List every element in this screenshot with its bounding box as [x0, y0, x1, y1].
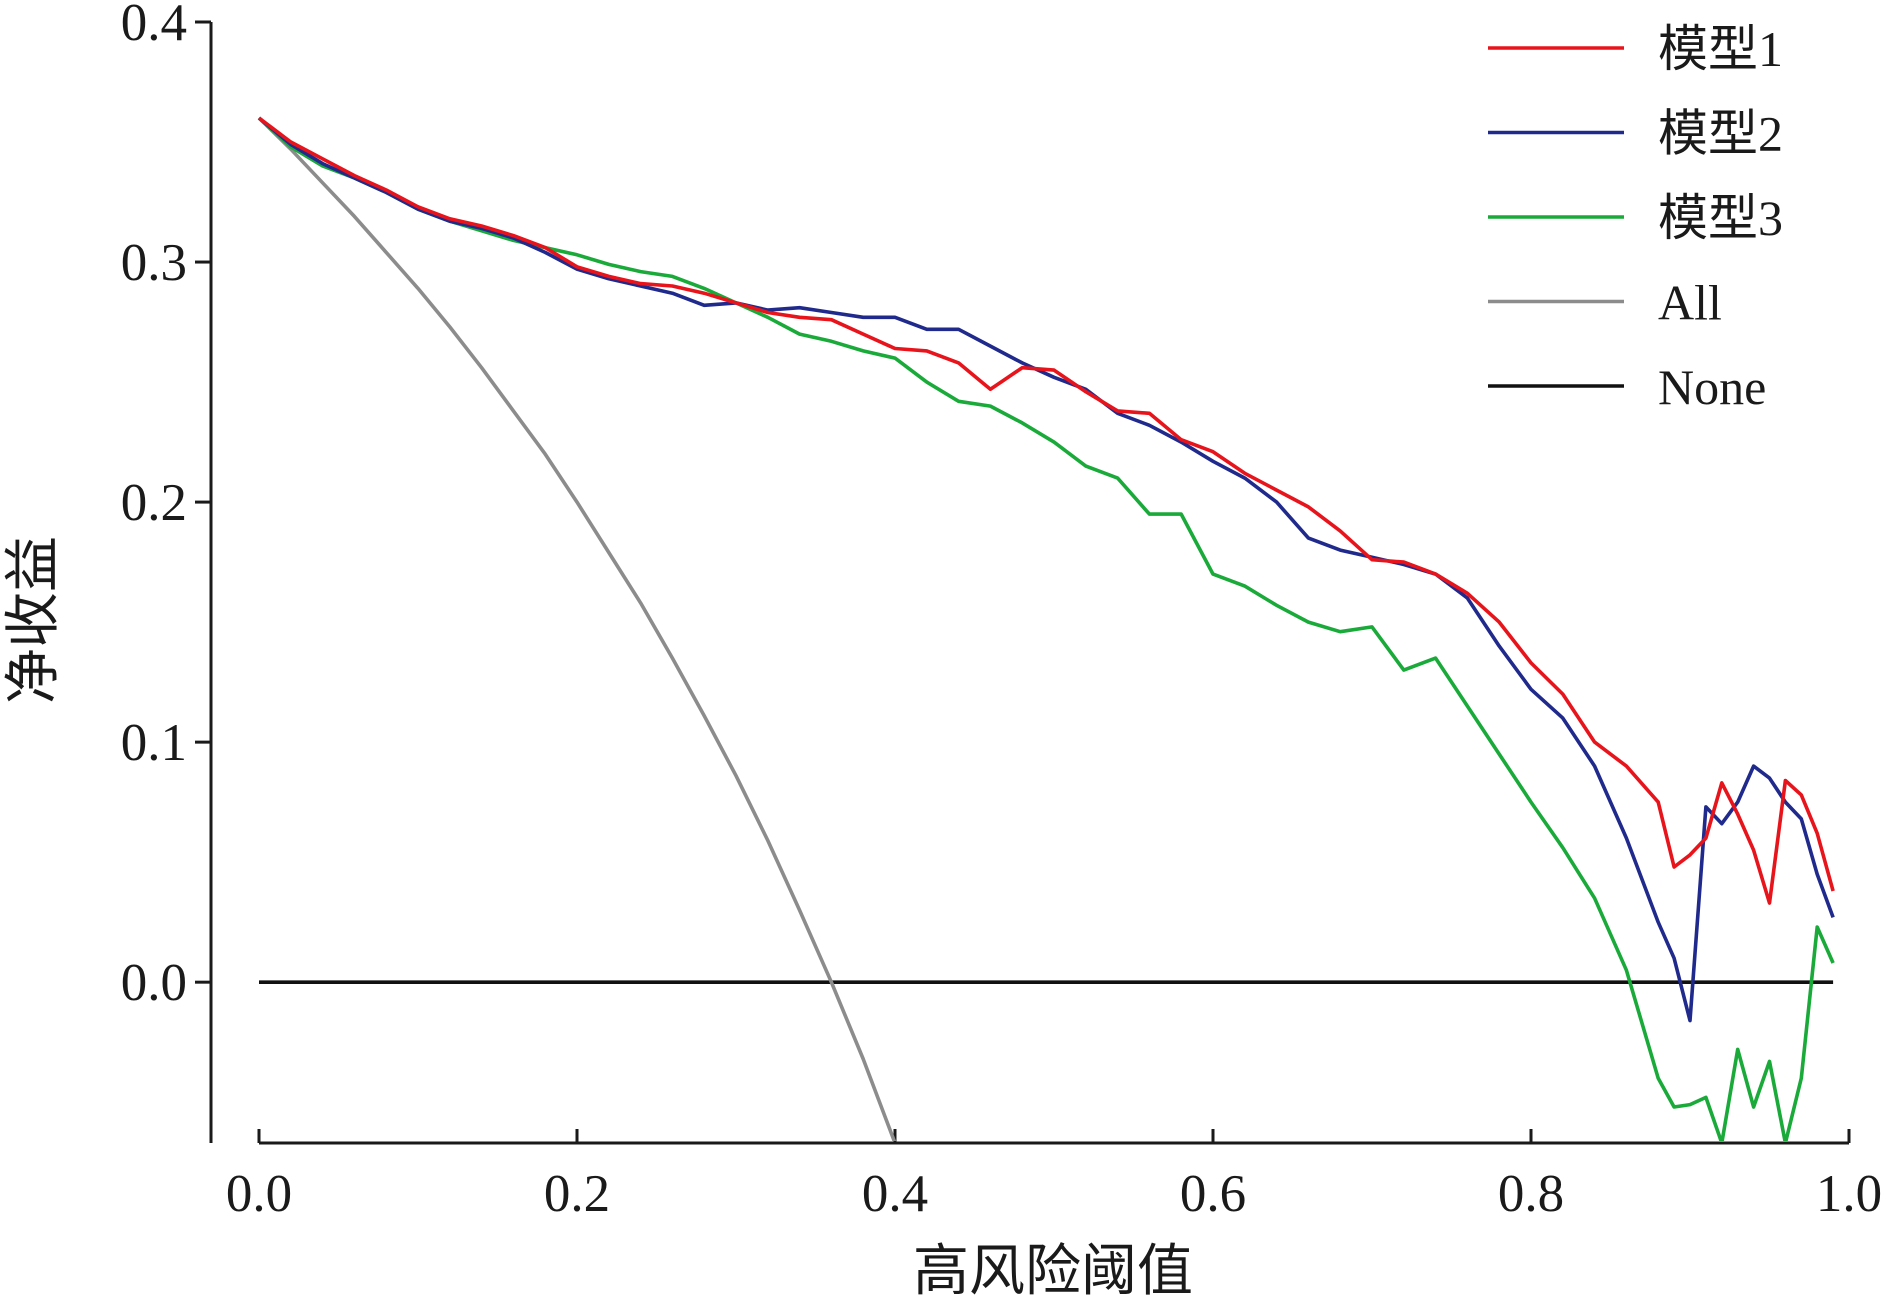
- x-tick-label: 0.6: [1180, 1165, 1246, 1223]
- x-axis-title: 高风险阈值: [913, 1241, 1193, 1300]
- plot-area: [257, 116, 1835, 1141]
- legend-label: 模型2: [1658, 106, 1783, 162]
- line-series: [257, 116, 897, 1141]
- line-series: [257, 116, 1835, 1141]
- y-tick-label: 0.0: [121, 954, 187, 1012]
- line-series: [257, 116, 1835, 905]
- legend-label: 模型1: [1658, 21, 1783, 77]
- y-tick-label: 0.4: [121, 0, 187, 52]
- y-tick-label: 0.1: [121, 714, 187, 772]
- legend-label: 模型3: [1658, 190, 1783, 246]
- line-series: [257, 116, 1835, 1023]
- x-tick-label: 1.0: [1816, 1165, 1882, 1223]
- x-tick-label: 0.2: [544, 1165, 610, 1223]
- x-tick-label: 0.0: [226, 1165, 292, 1223]
- y-tick-label: 0.3: [121, 234, 187, 292]
- y-tick-label: 0.2: [121, 474, 187, 532]
- y-axis-title: 净收益: [3, 536, 65, 704]
- x-tick-label: 0.4: [862, 1165, 928, 1223]
- legend-label: All: [1658, 275, 1722, 331]
- x-tick-label: 0.8: [1498, 1165, 1564, 1223]
- legend-label: None: [1658, 359, 1766, 415]
